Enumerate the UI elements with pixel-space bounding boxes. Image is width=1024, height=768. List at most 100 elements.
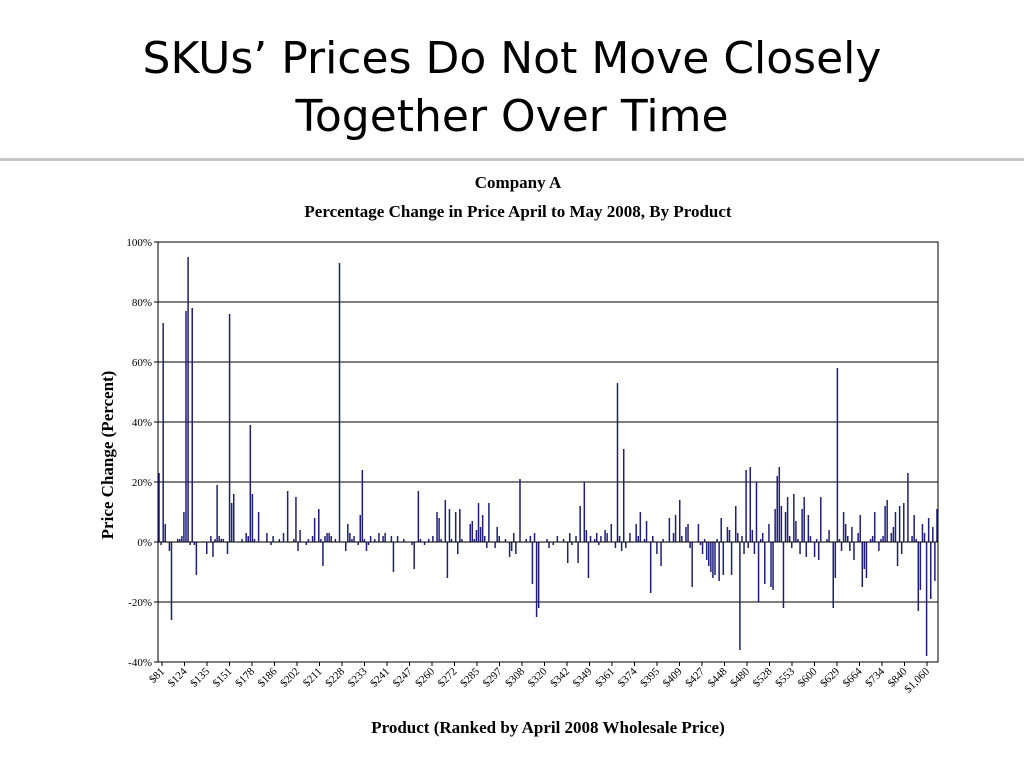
- bar: [844, 524, 847, 542]
- bar: [419, 539, 422, 542]
- x-tick-label: $629: [818, 665, 842, 689]
- x-tick-label: $409: [661, 665, 685, 689]
- bar: [892, 527, 895, 542]
- x-tick-label: $427: [683, 665, 707, 689]
- bar: [643, 539, 646, 542]
- bar: [786, 497, 789, 542]
- bar: [378, 533, 380, 542]
- x-tick-label: $349: [571, 665, 595, 689]
- x-tick-label: $241: [368, 666, 392, 690]
- bar: [508, 542, 511, 557]
- bar: [728, 530, 731, 542]
- bar: [820, 497, 822, 542]
- bar: [927, 518, 930, 542]
- bar: [712, 542, 714, 578]
- bar: [801, 509, 803, 542]
- x-tick-label: $247: [391, 665, 415, 689]
- bar: [413, 542, 415, 569]
- bar: [158, 473, 160, 542]
- bar: [444, 500, 447, 542]
- bar: [660, 542, 662, 566]
- bar: [622, 449, 625, 542]
- bar: [832, 542, 834, 608]
- bar: [384, 533, 386, 542]
- bar: [903, 503, 905, 542]
- bar: [929, 542, 932, 599]
- x-tick-label: $151: [211, 666, 235, 690]
- bar: [716, 539, 718, 542]
- bar: [357, 542, 359, 545]
- bar: [195, 542, 198, 575]
- bar: [193, 542, 196, 545]
- bar: [504, 539, 507, 542]
- bar: [635, 524, 637, 542]
- bar: [799, 542, 801, 554]
- bar: [782, 542, 785, 608]
- x-tick-label: $320: [526, 665, 550, 689]
- bar: [320, 539, 322, 542]
- x-tick-label: $124: [166, 665, 190, 689]
- y-tick-label: 40%: [132, 417, 152, 429]
- bar: [365, 542, 368, 551]
- bar: [840, 542, 843, 551]
- bar: [218, 536, 220, 542]
- x-tick-label: $664: [841, 665, 865, 689]
- bar: [722, 542, 725, 575]
- bar: [382, 536, 384, 542]
- bar: [423, 542, 426, 545]
- bar: [917, 542, 920, 611]
- bar: [761, 533, 764, 542]
- bar: [537, 542, 540, 608]
- bar: [473, 539, 476, 542]
- bar: [396, 536, 399, 542]
- y-tick-label: -40%: [128, 657, 152, 669]
- bar: [510, 542, 513, 551]
- bar: [662, 539, 664, 542]
- bar: [834, 542, 837, 578]
- bar: [367, 542, 370, 545]
- x-axis-ticks: $81$124$135$151$178$186$202$211$228$233$…: [147, 662, 932, 696]
- title-divider: [0, 158, 1024, 161]
- x-tick-label: $202: [278, 666, 302, 690]
- bar: [191, 308, 193, 542]
- bar: [691, 542, 693, 587]
- bar: [427, 539, 430, 542]
- bar: [519, 479, 521, 542]
- bar: [807, 515, 810, 542]
- y-axis-title: Price Change (Percent): [98, 371, 117, 540]
- bar: [585, 530, 588, 542]
- bar: [479, 527, 482, 542]
- bar: [432, 536, 434, 542]
- x-tick-label: $395: [638, 665, 662, 689]
- bar: [718, 542, 720, 581]
- bar: [751, 530, 754, 542]
- bar: [369, 536, 372, 542]
- bar: [210, 536, 212, 542]
- bar: [911, 536, 913, 542]
- bar: [162, 323, 164, 542]
- bar: [351, 539, 353, 542]
- bar: [637, 536, 639, 542]
- bar: [674, 515, 677, 542]
- bar: [616, 383, 619, 542]
- bar: [668, 518, 671, 542]
- bar: [498, 536, 500, 542]
- bar: [645, 521, 648, 542]
- bar: [639, 512, 642, 542]
- bar: [257, 512, 260, 542]
- bar: [494, 542, 496, 548]
- bar: [220, 539, 223, 542]
- bar: [411, 542, 413, 545]
- bar: [705, 542, 708, 560]
- bar: [793, 494, 795, 542]
- x-tick-label: $374: [616, 665, 640, 689]
- bar: [784, 512, 787, 542]
- bar: [842, 512, 845, 542]
- x-tick-label: $260: [413, 665, 437, 689]
- bar: [334, 539, 337, 542]
- y-tick-label: 80%: [132, 297, 152, 309]
- bar: [579, 506, 581, 542]
- bar: [907, 473, 909, 542]
- bar: [886, 500, 888, 542]
- x-tick-label: $734: [863, 665, 887, 689]
